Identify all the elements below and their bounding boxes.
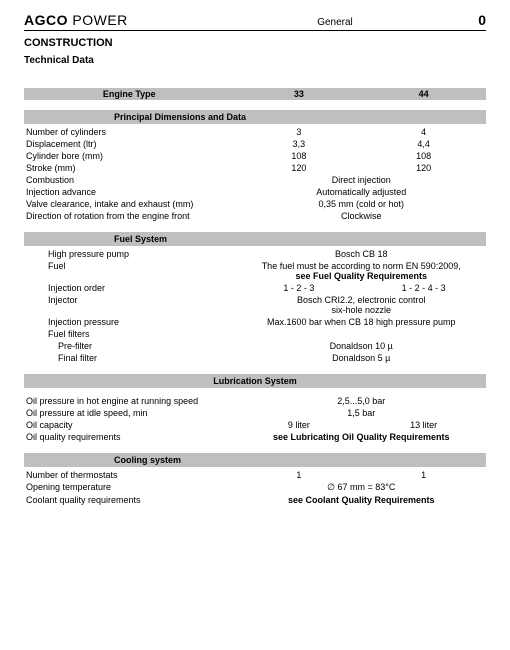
prefilter-val: Donaldson 10 µ <box>237 340 486 352</box>
lube-qual-val: see Lubricating Oil Quality Requirements <box>237 431 486 443</box>
engine-type-header: Engine Type 33 44 <box>24 88 486 100</box>
col-44-header: 44 <box>361 88 486 100</box>
order-33: 1 - 2 - 3 <box>237 282 362 294</box>
bore-33: 108 <box>237 150 362 162</box>
cool-qual-val: see Coolant Quality Requirements <box>237 494 486 506</box>
therm-44: 1 <box>361 469 486 481</box>
page-number: 0 <box>446 12 486 28</box>
cool-qual-label: Coolant quality requirements <box>24 494 237 506</box>
header-rule <box>24 30 486 31</box>
valve-label: Valve clearance, intake and exhaust (mm) <box>24 198 237 210</box>
open-label: Opening temperature <box>24 481 237 494</box>
section-cooling: Cooling system <box>24 453 486 467</box>
rotation-label: Direction of rotation from the engine fr… <box>24 210 237 222</box>
rotation-val: Clockwise <box>237 210 486 222</box>
run-val: 2,5...5,0 bar <box>237 395 486 407</box>
idle-label: Oil pressure at idle speed, min <box>24 407 237 419</box>
lube-qual-label: Oil quality requirements <box>24 431 237 443</box>
header: AGCO POWER General 0 <box>24 12 486 28</box>
bore-label: Cylinder bore (mm) <box>24 150 237 162</box>
section-lube: Lubrication System <box>24 374 486 388</box>
engine-type-label: Engine Type <box>24 88 237 100</box>
section-principal: Principal Dimensions and Data <box>24 110 486 124</box>
open-val: ∅ 67 mm = 83°C <box>237 481 486 494</box>
brand: AGCO POWER <box>24 12 224 28</box>
combustion-val: Direct injection <box>237 174 486 186</box>
therm-33: 1 <box>237 469 362 481</box>
prefilter-label: Pre-filter <box>24 340 237 352</box>
disp-44: 4,4 <box>361 138 486 150</box>
disp-33: 3,3 <box>237 138 362 150</box>
cap-33: 9 liter <box>237 419 362 431</box>
header-center: General <box>224 17 446 28</box>
fuel-val: The fuel must be according to norm EN 59… <box>237 260 486 282</box>
page: AGCO POWER General 0 CONSTRUCTION Techni… <box>0 0 510 526</box>
fuel-label: Fuel <box>24 260 237 282</box>
filters-label: Fuel filters <box>24 328 237 340</box>
stroke-33: 120 <box>237 162 362 174</box>
lube-table: Oil pressure in hot engine at running sp… <box>24 395 486 443</box>
inj-adv-val: Automatically adjusted <box>237 186 486 198</box>
pressure-val: Max.1600 bar when CB 18 high pressure pu… <box>237 316 486 328</box>
section-title-technical-data: Technical Data <box>24 55 486 66</box>
section-fuel: Fuel System <box>24 232 486 246</box>
finalfilter-label: Final filter <box>24 352 237 364</box>
brand-left: AGCO <box>24 12 68 28</box>
brand-right: POWER <box>68 12 128 28</box>
injector-label: Injector <box>24 294 237 316</box>
hpp-val: Bosch CB 18 <box>237 248 486 260</box>
cap-44: 13 liter <box>361 419 486 431</box>
combustion-label: Combustion <box>24 174 237 186</box>
disp-label: Displacement (ltr) <box>24 138 237 150</box>
order-label: Injection order <box>24 282 237 294</box>
num-cyl-label: Number of cylinders <box>24 126 237 138</box>
hpp-label: High pressure pump <box>24 248 237 260</box>
stroke-44: 120 <box>361 162 486 174</box>
cap-label: Oil capacity <box>24 419 237 431</box>
section-title-construction: CONSTRUCTION <box>24 37 486 49</box>
pressure-label: Injection pressure <box>24 316 237 328</box>
col-33-header: 33 <box>237 88 362 100</box>
finalfilter-val: Donaldson 5 µ <box>237 352 486 364</box>
idle-val: 1,5 bar <box>237 407 486 419</box>
injector-val: Bosch CRI2.2, electronic controlsix-hole… <box>237 294 486 316</box>
cooling-table: Number of thermostats11 Opening temperat… <box>24 469 486 506</box>
num-cyl-33: 3 <box>237 126 362 138</box>
principal-table: Number of cylinders34 Displacement (ltr)… <box>24 126 486 222</box>
order-44: 1 - 2 - 4 - 3 <box>361 282 486 294</box>
bore-44: 108 <box>361 150 486 162</box>
inj-adv-label: Injection advance <box>24 186 237 198</box>
fuel-table: High pressure pumpBosch CB 18 FuelThe fu… <box>24 248 486 364</box>
stroke-label: Stroke (mm) <box>24 162 237 174</box>
therm-label: Number of thermostats <box>24 469 237 481</box>
num-cyl-44: 4 <box>361 126 486 138</box>
run-label: Oil pressure in hot engine at running sp… <box>24 395 237 407</box>
valve-val: 0,35 mm (cold or hot) <box>237 198 486 210</box>
